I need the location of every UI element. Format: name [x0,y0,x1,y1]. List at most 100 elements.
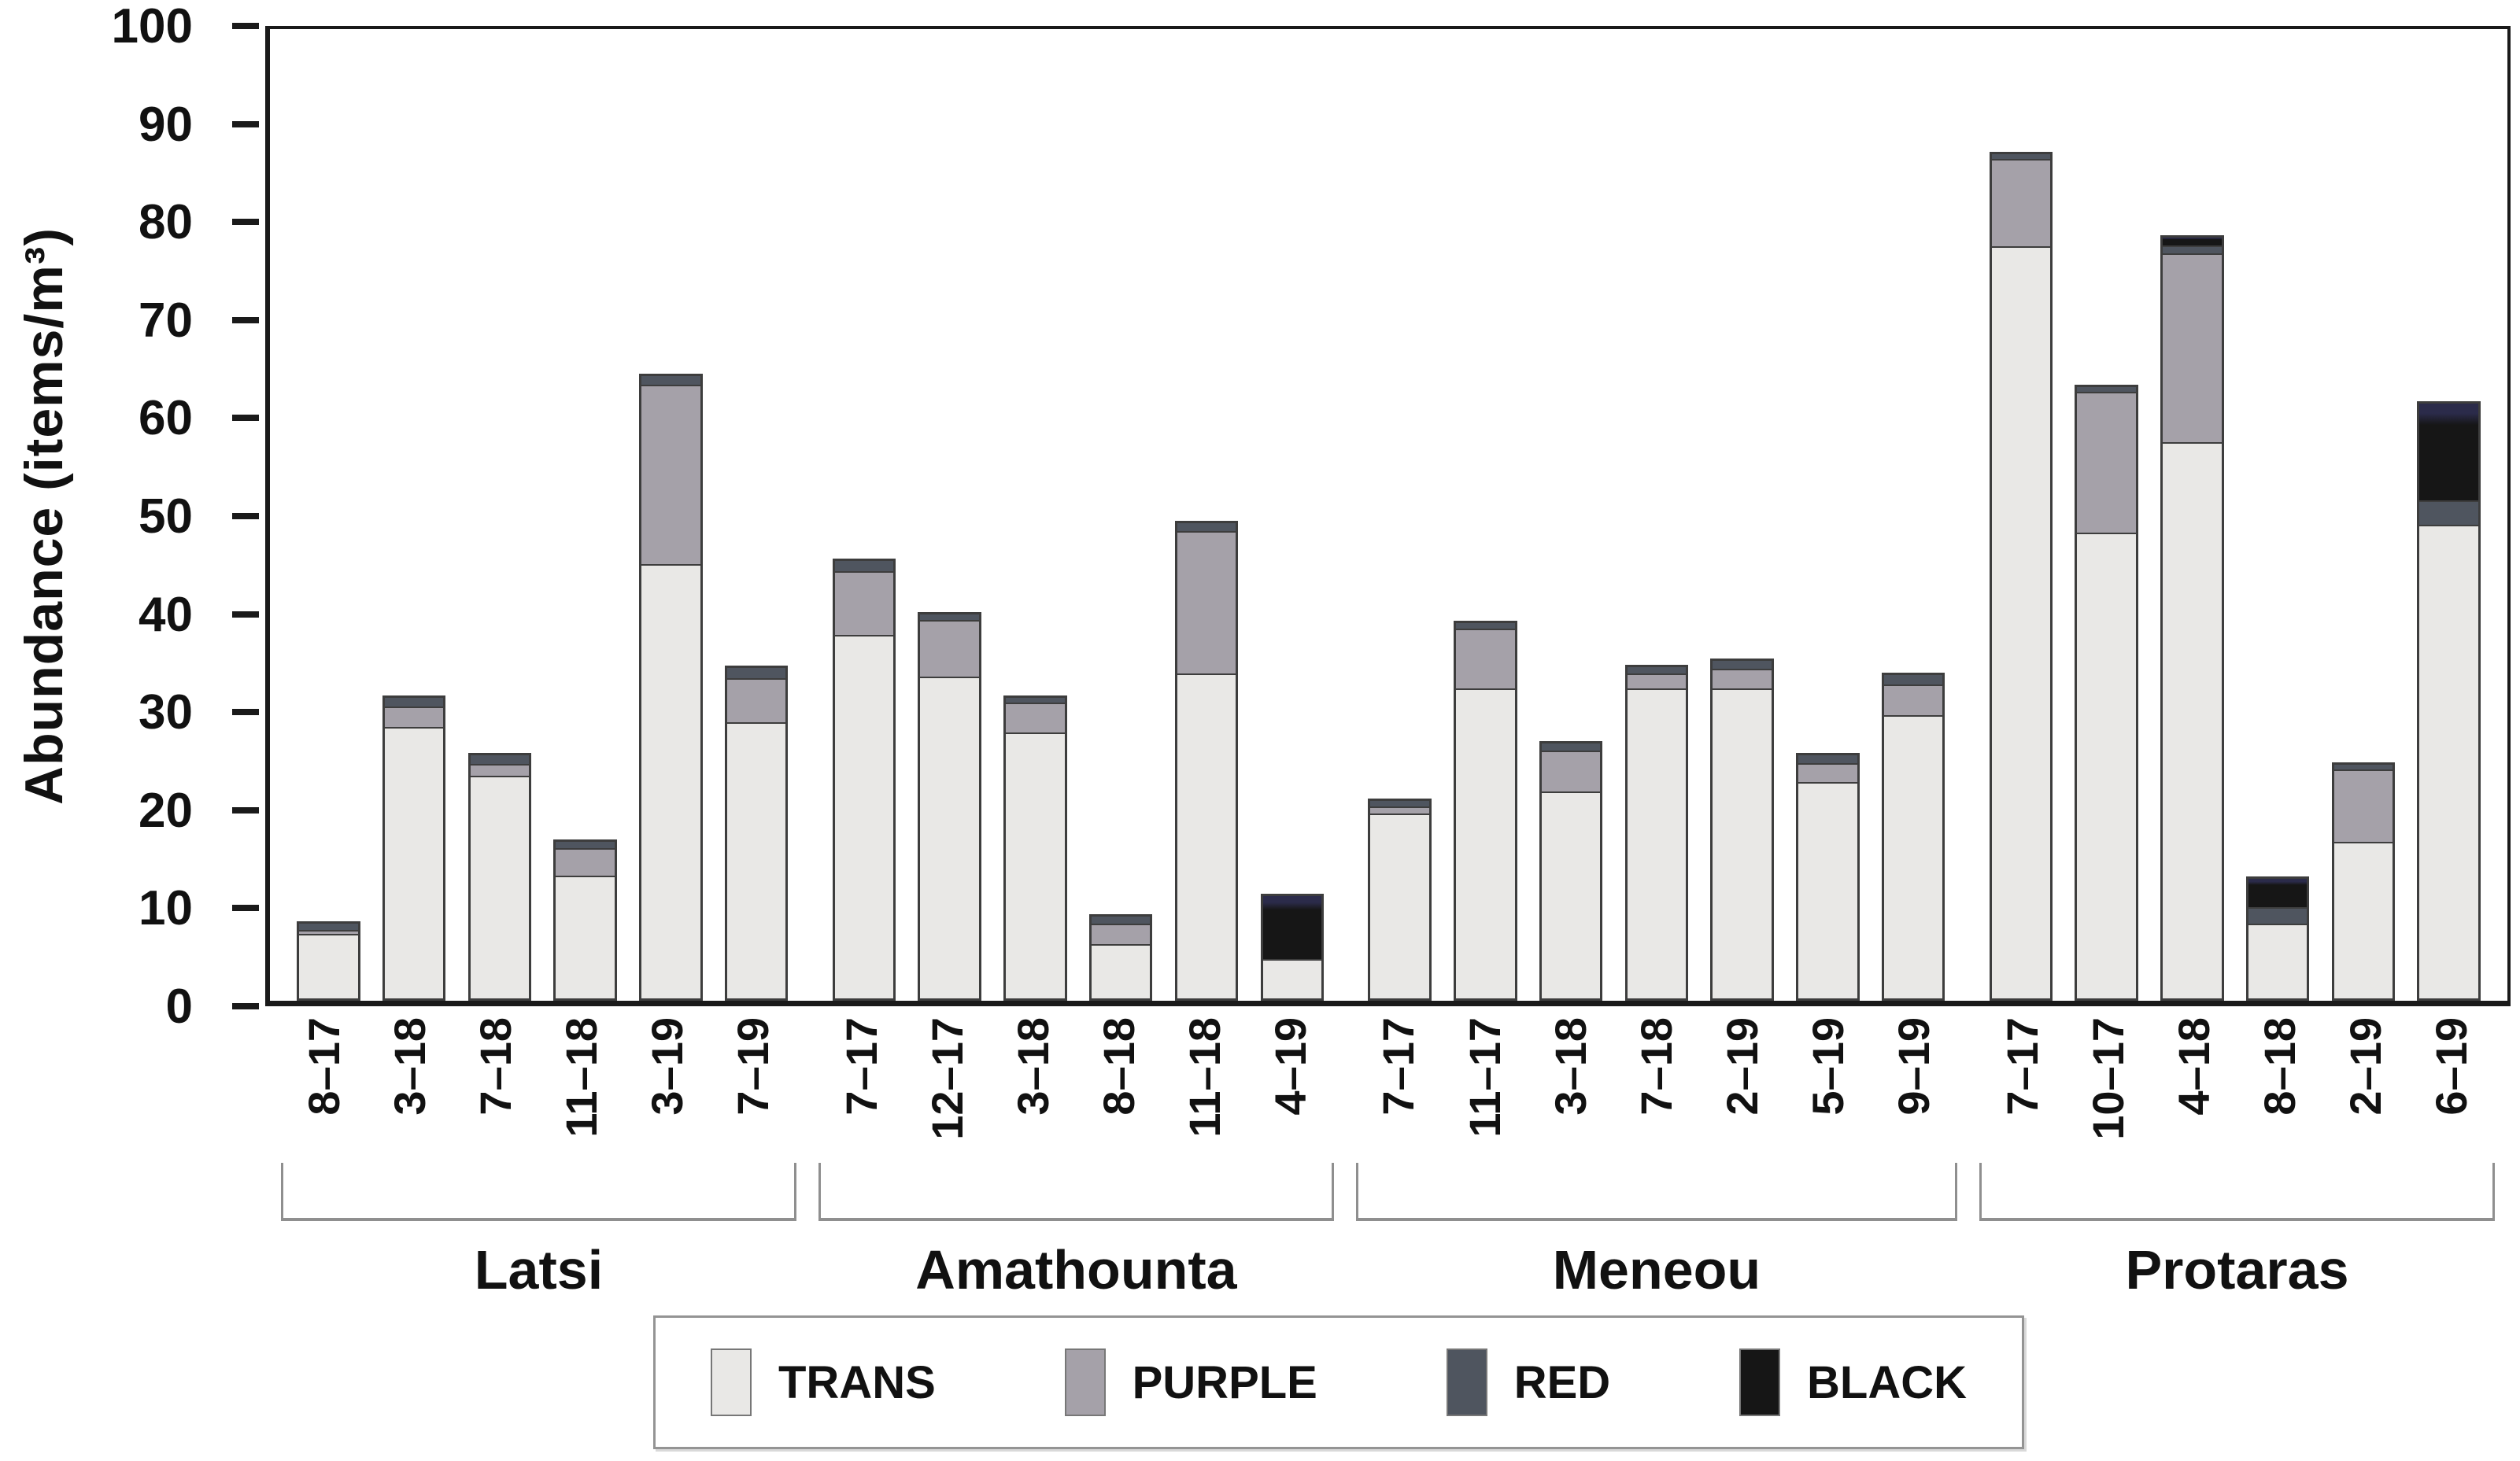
y-tick-label: 90 [139,97,193,152]
segment-black [2248,878,2308,907]
stacked-bar-amathounta-7–17 [832,559,896,1001]
stacked-bar-protaras-2–19 [2331,762,2396,1001]
segment-red [1627,666,1687,674]
segment-red [920,614,979,621]
bar-slot [457,29,543,1001]
segment-trans [920,677,979,999]
x-tick-label: 5–19 [1803,1017,1853,1116]
y-tick-label: 70 [139,293,193,349]
segment-red [1456,623,1515,629]
bar-slot [1357,29,1443,1001]
legend-item-black: BLACK [1739,1348,1967,1416]
stacked-bar-latsi-3–19 [639,374,703,1001]
stacked-bar-meneou-7–17 [1368,799,1432,1001]
bar-slot [2321,29,2407,1001]
y-tick-mark [232,23,259,29]
segment-red [1092,917,1151,924]
legend-item-trans: TRANS [711,1348,936,1416]
x-tick-label: 8–17 [298,1017,349,1116]
x-tick-label: 4–19 [1266,1017,1316,1116]
bar-group-meneou [1357,29,1956,1001]
segment-trans [2333,841,2393,998]
bar-slot [2064,29,2149,1001]
y-axis: 0 10 20 30 40 50 60 70 80 90 100 [0,2,265,1031]
segment-purple [2163,253,2222,442]
stacked-bar-meneou-11–17 [1454,621,1517,1001]
x-tick-label: 11–18 [1180,1017,1230,1138]
x-tick-label: 9–19 [1889,1017,1939,1116]
stacked-bar-latsi-3–18 [382,695,446,1001]
bars-row [270,29,2507,1001]
y-tick-mark [232,120,259,127]
segment-red [556,842,615,849]
segment-black [2419,404,2478,501]
bar-slot [2235,29,2321,1001]
y-tick-label: 60 [139,391,193,446]
segment-purple [834,571,894,636]
stacked-bar-protaras-7–17 [1989,151,2053,1001]
stacked-bar-meneou-9–19 [1881,672,1945,1001]
stacked-bar-meneou-5–19 [1796,753,1860,1001]
stacked-bar-meneou-3–18 [1539,741,1603,1001]
segment-trans [1092,943,1151,999]
stacked-bar-protaras-6–19 [2417,401,2481,1001]
group-bracket-latsi [281,1163,797,1221]
y-tick-label: 40 [139,587,193,642]
legend-label-purple: PURPLE [1132,1356,1317,1408]
segment-red [1798,755,1857,763]
bar-slot [1528,29,1614,1001]
segment-black [1262,896,1322,960]
segment-red [1883,674,1943,684]
segment-trans [1370,814,1429,998]
bar-slot [2406,29,2492,1001]
x-tick-label: 12–17 [922,1017,972,1140]
segment-red [1713,661,1772,669]
segment-red [384,698,444,707]
segment-trans [556,876,615,998]
x-tick-label: 2–19 [2341,1017,2391,1116]
bar-slot [1978,29,2064,1001]
segment-purple [470,763,530,776]
segment-trans [384,727,444,998]
segment-red [2419,500,2478,526]
stacked-bar-amathounta-11–18 [1174,520,1239,1001]
x-tick-label: 7–19 [728,1017,778,1116]
segment-purple [1092,924,1151,944]
segment-trans [1713,688,1772,998]
legend: TRANS PURPLE RED BLACK [653,1315,2024,1449]
segment-trans [726,722,786,998]
bar-slot [714,29,800,1001]
segment-red [641,376,700,386]
bar-slot [1443,29,1528,1001]
segment-purple [299,929,358,934]
x-tick-label: 7–17 [1997,1017,2047,1116]
stacked-bar-amathounta-3–18 [1003,695,1067,1001]
segment-red [1177,522,1236,531]
segment-trans [1456,688,1515,998]
x-tick-label: 8–18 [1094,1017,1144,1116]
segment-red [726,667,786,679]
legend-item-purple: PURPLE [1064,1348,1317,1416]
group-brackets [265,1163,2511,1221]
segment-trans [299,933,358,999]
x-tick-label: 7–17 [1373,1017,1424,1116]
segment-purple [1883,684,1943,715]
legend-swatch-purple [1064,1348,1106,1416]
y-tick-label: 80 [139,195,193,250]
segment-trans [2077,532,2136,998]
segment-red [1370,801,1429,807]
segment-purple [2333,769,2393,842]
bar-slot [992,29,1078,1001]
segment-red [2077,387,2136,393]
stacked-bar-protaras-10–17 [2075,385,2138,1001]
segment-red [1541,743,1601,751]
stacked-bar-meneou-2–19 [1710,659,1774,1001]
segment-purple [2077,392,2136,533]
y-tick-label: 50 [139,489,193,544]
group-bracket-protaras [1979,1163,2496,1221]
bar-slot [542,29,628,1001]
y-tick-label: 100 [111,0,193,54]
y-tick-label: 30 [139,685,193,740]
x-tick-label: 11–18 [556,1017,607,1138]
segment-purple [1991,158,2051,246]
